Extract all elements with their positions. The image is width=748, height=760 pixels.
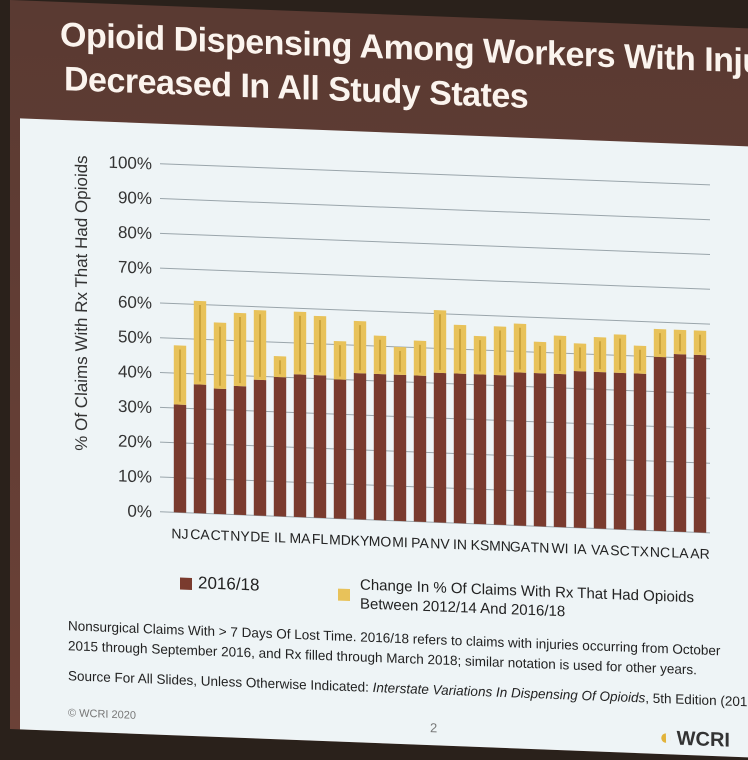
bar-2016-18: [413, 375, 427, 522]
x-tick-label: TN: [531, 539, 550, 556]
wcri-logo: ◐ WCRI: [659, 724, 730, 753]
x-tick-label: AR: [690, 545, 709, 562]
bar-2016-18: [233, 385, 247, 516]
x-tick-label: GA: [510, 538, 531, 555]
x-tick-label: WI: [551, 540, 568, 557]
x-tick-label: NY: [230, 527, 250, 544]
bar-2016-18: [493, 374, 507, 526]
bar-2016-18: [193, 384, 207, 514]
y-tick-label: 90%: [118, 188, 152, 208]
legend-swatch-2016-18: [180, 577, 192, 590]
x-tick-label: NC: [650, 544, 670, 561]
x-tick-label: DE: [250, 528, 269, 545]
source-suffix: , 5th Edition (2019): [645, 690, 748, 710]
bar-2016-18: [473, 374, 487, 525]
x-tick-label: MA: [290, 530, 312, 547]
bar-2016-18: [353, 373, 367, 520]
bar-2016-18: [253, 379, 267, 516]
x-tick-label: KY: [351, 532, 370, 549]
x-tick-label: MN: [489, 537, 511, 554]
y-tick-label: 50%: [118, 327, 152, 347]
x-tick-label: TX: [631, 543, 650, 560]
wcri-logo-icon: ◐: [659, 723, 673, 750]
legend-item-change: Change In % Of Claims With Rx That Had O…: [338, 575, 694, 627]
bar-2016-18: [333, 379, 347, 519]
bar-2016-18: [313, 374, 327, 519]
legend-label-2016-18: 2016/18: [198, 573, 260, 595]
wcri-logo-text: WCRI: [676, 727, 730, 752]
bar-2016-18: [273, 376, 287, 517]
x-tick-label: MO: [369, 533, 392, 550]
y-tick-label: 100%: [109, 153, 152, 174]
y-tick-label: 0%: [127, 502, 152, 522]
y-tick-label: 80%: [118, 223, 152, 243]
slide-content: % Of Claims With Rx That Had Opioids 0% 1…: [20, 118, 748, 758]
bar-2016-18: [533, 373, 547, 527]
bar-2016-18: [213, 388, 227, 515]
y-tick-label: 10%: [118, 466, 152, 486]
bar-chart: 0%10%20%30%40%50%60%70%80%90%100%NJ CA CT N…: [109, 153, 710, 562]
bar-2016-18: [373, 373, 387, 521]
x-tick-label: MI: [392, 534, 408, 551]
bar-2016-18: [453, 373, 467, 524]
x-tick-label: NV: [430, 535, 450, 552]
gridline: [160, 232, 710, 255]
bar-2016-18: [653, 356, 667, 532]
x-tick-label: CT: [211, 527, 230, 544]
gridline: [160, 267, 710, 290]
bar-2016-18: [633, 373, 647, 531]
copyright: © WCRI 2020: [68, 707, 137, 722]
bar-2016-18: [613, 372, 627, 530]
bar-2016-18: [673, 354, 687, 532]
x-tick-label: IN: [453, 536, 467, 553]
gridline: [160, 163, 710, 186]
x-tick-label: LA: [671, 544, 689, 561]
bar-2016-18: [433, 372, 447, 523]
legend-swatch-change: [338, 588, 350, 602]
x-tick-label: IL: [274, 529, 286, 545]
x-tick-label: MD: [329, 531, 351, 548]
gridline: [160, 198, 710, 221]
bar-2016-18: [173, 404, 187, 513]
bar-2016-18: [693, 354, 707, 533]
bar-2016-18: [593, 371, 607, 529]
page-number: 2: [430, 720, 438, 736]
x-tick-label: CA: [190, 526, 210, 543]
y-tick-label: 60%: [118, 292, 152, 312]
source-title: Interstate Variations In Dispensing Of O…: [372, 679, 646, 706]
x-tick-label: KS: [471, 537, 490, 554]
y-tick-label: 70%: [118, 258, 152, 278]
legend-item-2016-18: 2016/18: [180, 573, 259, 596]
bar-2016-18: [393, 374, 407, 522]
y-tick-label: 30%: [118, 397, 152, 417]
x-tick-label: PA: [411, 534, 429, 551]
slide: Opioid Dispensing Among Workers With Inj…: [10, 0, 748, 758]
x-tick-label: NJ: [171, 525, 188, 542]
bar-2016-18: [293, 374, 307, 518]
x-tick-label: SC: [610, 542, 629, 559]
bar-2016-18: [513, 372, 527, 526]
x-tick-label: IA: [573, 541, 587, 558]
x-tick-label: FL: [312, 531, 329, 548]
source-prefix: Source For All Slides, Unless Otherwise …: [68, 668, 373, 695]
y-tick-label: 40%: [118, 362, 152, 382]
y-tick-label: 20%: [118, 432, 152, 452]
bar-2016-18: [553, 373, 567, 528]
bar-2016-18: [573, 371, 587, 529]
x-tick-label: VA: [591, 541, 609, 558]
